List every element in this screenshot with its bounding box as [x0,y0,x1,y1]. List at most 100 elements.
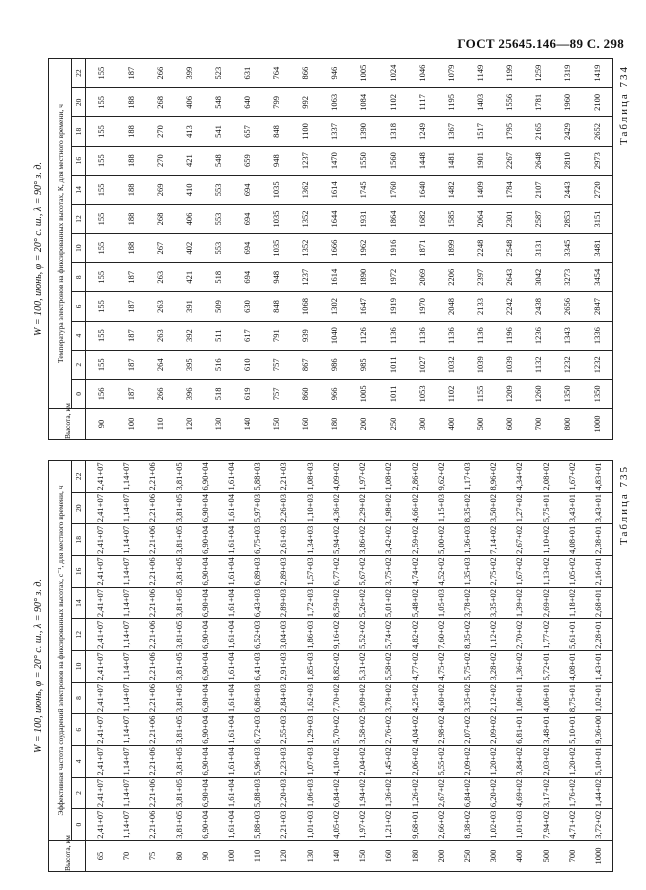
value-cell: 2,09+02 [480,713,507,746]
value-cell: 1,61+04 [217,492,245,524]
value-cell: 5,55+02 [427,745,454,778]
value-cell: 619 [232,379,262,409]
data-row: 120 396 395 392 391 421 402 406 410 421 413 406 399 [174,58,204,440]
height-cell: 100 [217,840,245,872]
height-cell: 90 [191,840,218,872]
value-cell: 1960 [552,87,582,117]
time-header: 2 [71,350,86,380]
table-title: W = 100, июнь, φ = 20° с. ш., λ = 90° з.… [33,162,44,336]
value-cell: 1,86+03 [296,618,323,651]
value-cell: 5,10+01 [584,745,613,778]
value-cell: 4,82+02 [401,618,428,651]
value-cell: 263 [145,321,175,351]
value-cell: 2,29+02 [348,492,376,524]
data-table: Высота, км Температура электронов на фикс… [48,58,613,440]
data-row: 140 4,05+02 6,84+02 4,10+02 5,70+02 7,70+02 8,… [322,460,349,872]
data-row: 160 1,21+02 1,36+02 1,45+02 2,76+02 3,78+02 5,… [375,460,402,872]
value-cell: 2,69+02 [532,587,559,619]
value-cell: 1237 [290,146,320,176]
value-cell: 5,58+02 [375,650,402,683]
height-cell: 110 [244,840,271,872]
value-cell: 1136 [465,321,495,351]
value-cell: 791 [261,321,291,351]
value-cell: 2,28+01 [584,618,613,651]
value-cell: 3,81+05 [165,745,192,778]
value-cell: 3,75+02 [375,555,402,588]
value-cell: 2069 [407,262,437,292]
time-header: 0 [71,379,86,409]
value-cell: 948 [261,262,291,292]
value-cell: 6,77+02 [322,555,349,588]
value-cell: 518 [203,379,233,409]
value-cell: 1409 [465,175,495,205]
value-cell: 188 [116,204,146,234]
rotated-table: W = 100, июнь, φ = 20° с. ш., λ = 90° з.… [30,58,615,440]
value-cell: 1032 [436,350,466,380]
value-cell: 2248 [465,233,495,263]
data-row: 75 2,21+06 2,21+06 2,21+06 2,21+06 2,21+06 2,2… [139,460,166,872]
value-cell: 1,29+03 [296,713,323,746]
value-cell: 1,26+02 [401,777,428,809]
value-cell: 1011 [378,379,408,409]
value-cell: 187 [116,350,146,380]
value-cell: 5,10+01 [558,713,585,746]
value-cell: 1,36+03 [453,523,481,556]
value-cell: 1,07+03 [296,745,323,778]
value-cell: 2,21+06 [139,682,166,714]
value-cell: 1,35+03 [453,555,481,588]
value-cell: 5,88+03 [244,460,271,493]
value-cell: 3,81+05 [165,492,192,524]
height-cell: 600 [494,408,524,440]
height-cell: 120 [174,408,204,440]
value-cell: 2,21+06 [139,555,166,588]
time-header: 8 [71,262,86,292]
table-label: Таблица 734 [618,64,630,145]
time-header: 14 [71,587,86,619]
value-cell: 6,84+02 [322,777,349,809]
value-cell: 1890 [348,262,379,292]
value-cell: 5,88+03 [244,808,271,841]
value-cell: 4,09+02 [322,460,349,493]
value-cell: 694 [232,175,262,205]
value-cell: 1517 [465,116,495,147]
height-cell: 250 [378,408,408,440]
value-cell: 421 [174,262,204,292]
value-cell: 2267 [494,146,524,176]
value-cell: 6,90+04 [191,523,218,556]
value-cell: 6,90+04 [191,618,218,651]
value-cell: 518 [203,262,233,292]
time-header: 12 [71,618,86,651]
data-row: 100 1,61+04 1,61+04 1,61+04 1,61+04 1,61+04 1,… [217,460,245,872]
value-cell: 2,21+06 [139,808,166,841]
subheader: Эффективная частота соударений электроно… [48,460,72,841]
value-cell: 2,67+02 [506,523,533,556]
data-row: 100 187 187 187 187 187 188 188 188 188 188 188 187 [116,58,146,440]
value-cell: 1302 [319,291,349,322]
value-cell: 1901 [465,146,495,176]
time-header: 4 [71,745,86,778]
time-header: 18 [71,116,86,147]
value-cell: 1,36+02 [506,650,533,683]
value-cell: 2548 [494,233,524,263]
value-cell: 1,34+03 [296,523,323,556]
height-header: Высота, км [48,835,86,872]
value-cell: 1,94+02 [348,777,376,809]
value-cell: 1,14+07 [113,555,140,588]
value-cell: 4,34+02 [506,460,533,493]
height-cell: 130 [296,840,323,872]
data-row: 120 2,21+03 2,20+03 2,23+03 2,55+03 2,84+03 2,… [270,460,297,872]
value-cell: 2,66+02 [427,808,454,841]
value-cell: 187 [116,58,146,88]
value-cell: 1350 [581,379,613,409]
time-header: 22 [71,58,86,88]
value-cell: 1136 [436,321,466,351]
value-cell: 1,01+03 [506,808,533,841]
value-cell: 1136 [407,321,437,351]
value-cell: 391 [174,291,204,322]
value-cell: 7,60+02 [427,618,454,651]
time-header: 20 [71,87,86,117]
value-cell: 3,81+05 [165,555,192,588]
value-cell: 1,61+04 [217,808,245,841]
value-cell: 1,39+02 [506,587,533,619]
value-cell: 1367 [436,116,466,147]
